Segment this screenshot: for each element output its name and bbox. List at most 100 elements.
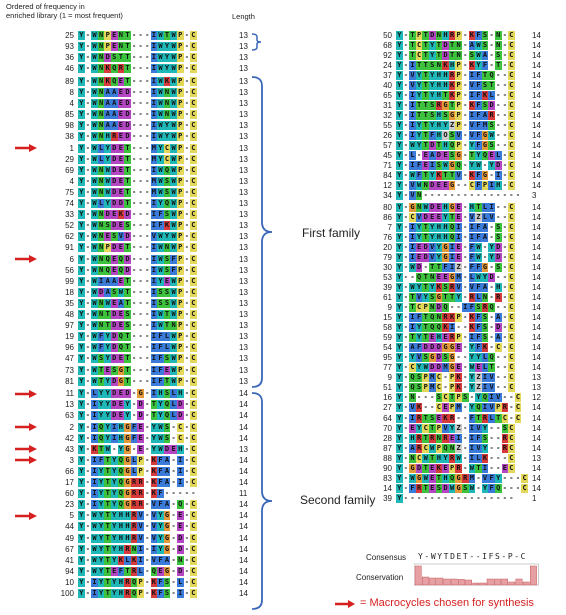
residue: - xyxy=(84,310,92,319)
residue: - xyxy=(143,99,151,109)
residue: R xyxy=(124,589,131,598)
residue: - xyxy=(163,489,171,499)
residue: - xyxy=(494,372,502,382)
residue: C xyxy=(508,352,515,362)
frequency-rank: 56 xyxy=(65,265,74,275)
residue: Y xyxy=(157,511,164,521)
residue: D xyxy=(435,151,443,160)
residue: H xyxy=(442,81,449,90)
residue: - xyxy=(183,489,191,499)
residue: T xyxy=(415,101,423,110)
residue: F xyxy=(157,466,164,476)
residue: - xyxy=(170,466,177,476)
residue: I xyxy=(150,310,158,319)
residue: V xyxy=(415,352,423,362)
residue: D xyxy=(442,41,449,50)
residue: C xyxy=(190,64,197,74)
residue: C xyxy=(190,165,197,175)
residue: N xyxy=(97,165,105,175)
residue: - xyxy=(468,191,476,200)
synthesis-arrow-icon xyxy=(15,255,37,263)
residue: - xyxy=(461,61,469,70)
residue: W xyxy=(157,265,164,275)
residue: Y xyxy=(396,181,403,190)
residue: H xyxy=(435,454,443,463)
residue: Y xyxy=(78,365,85,375)
residue: N xyxy=(97,88,105,97)
residue: T xyxy=(494,414,502,423)
residue: - xyxy=(501,312,509,322)
residue: Y xyxy=(428,121,436,130)
frequency-rank: 27 xyxy=(383,402,392,412)
residue: E xyxy=(455,362,462,372)
sequence-length: 14 xyxy=(532,91,541,100)
residue: D xyxy=(494,242,502,252)
residue: D xyxy=(428,362,436,372)
residue: T xyxy=(97,376,105,386)
residue: - xyxy=(183,99,191,109)
residue: D xyxy=(422,242,429,252)
residue: C xyxy=(190,243,197,253)
residue: R xyxy=(481,414,489,423)
residue: R xyxy=(494,292,502,302)
residue: A xyxy=(163,478,171,487)
residue: Y xyxy=(97,589,105,598)
residue: L xyxy=(481,202,489,212)
residue: I xyxy=(409,121,416,130)
frequency-rank: 43 xyxy=(65,444,74,454)
residue: - xyxy=(402,121,410,130)
residue: D xyxy=(110,176,118,186)
residue: - xyxy=(442,382,449,392)
residue: E xyxy=(428,474,436,483)
residue: - xyxy=(143,199,151,208)
residue: K xyxy=(468,101,476,110)
residue: - xyxy=(143,354,151,364)
sequence-length: 14 xyxy=(532,121,541,130)
residue: - xyxy=(461,141,469,150)
residue: D xyxy=(110,310,118,319)
residue: C xyxy=(508,141,515,150)
residue: - xyxy=(183,321,191,331)
residue: K xyxy=(415,402,423,412)
residue: - xyxy=(508,402,515,412)
residue: W xyxy=(422,362,429,372)
residue: - xyxy=(183,110,191,120)
residue: Y xyxy=(396,81,403,90)
residue: W xyxy=(170,143,177,153)
residue: D xyxy=(110,343,118,353)
residue: E xyxy=(110,42,118,52)
caption-line-1: Ordered of frequency in xyxy=(6,2,85,11)
residue: N xyxy=(97,243,105,253)
residue: P xyxy=(176,210,184,220)
residue: G xyxy=(481,171,489,180)
residue: I xyxy=(150,64,158,74)
frequency-rank: 31 xyxy=(383,101,392,110)
residue: S xyxy=(488,141,495,150)
residue: Y xyxy=(396,342,403,352)
residue: Q xyxy=(117,332,125,342)
residue: - xyxy=(501,352,509,362)
residue: W xyxy=(170,76,177,86)
residue: - xyxy=(183,455,191,465)
residue: - xyxy=(110,444,118,454)
sequence-length: 14 xyxy=(239,433,248,443)
residue: - xyxy=(402,484,410,493)
residue: P xyxy=(176,64,184,74)
residue: - xyxy=(143,42,151,52)
residue: T xyxy=(422,464,429,473)
residue: - xyxy=(501,362,509,372)
residue: N xyxy=(97,76,105,86)
residue: Y xyxy=(97,389,105,399)
residue: A xyxy=(481,222,489,232)
residue: Y xyxy=(481,444,489,453)
residue: N xyxy=(435,61,443,70)
residue: T xyxy=(124,165,131,175)
residue: - xyxy=(130,232,138,242)
residue: I xyxy=(91,400,98,410)
residue: P xyxy=(455,121,462,130)
frequency-rank: 1 xyxy=(69,143,74,153)
